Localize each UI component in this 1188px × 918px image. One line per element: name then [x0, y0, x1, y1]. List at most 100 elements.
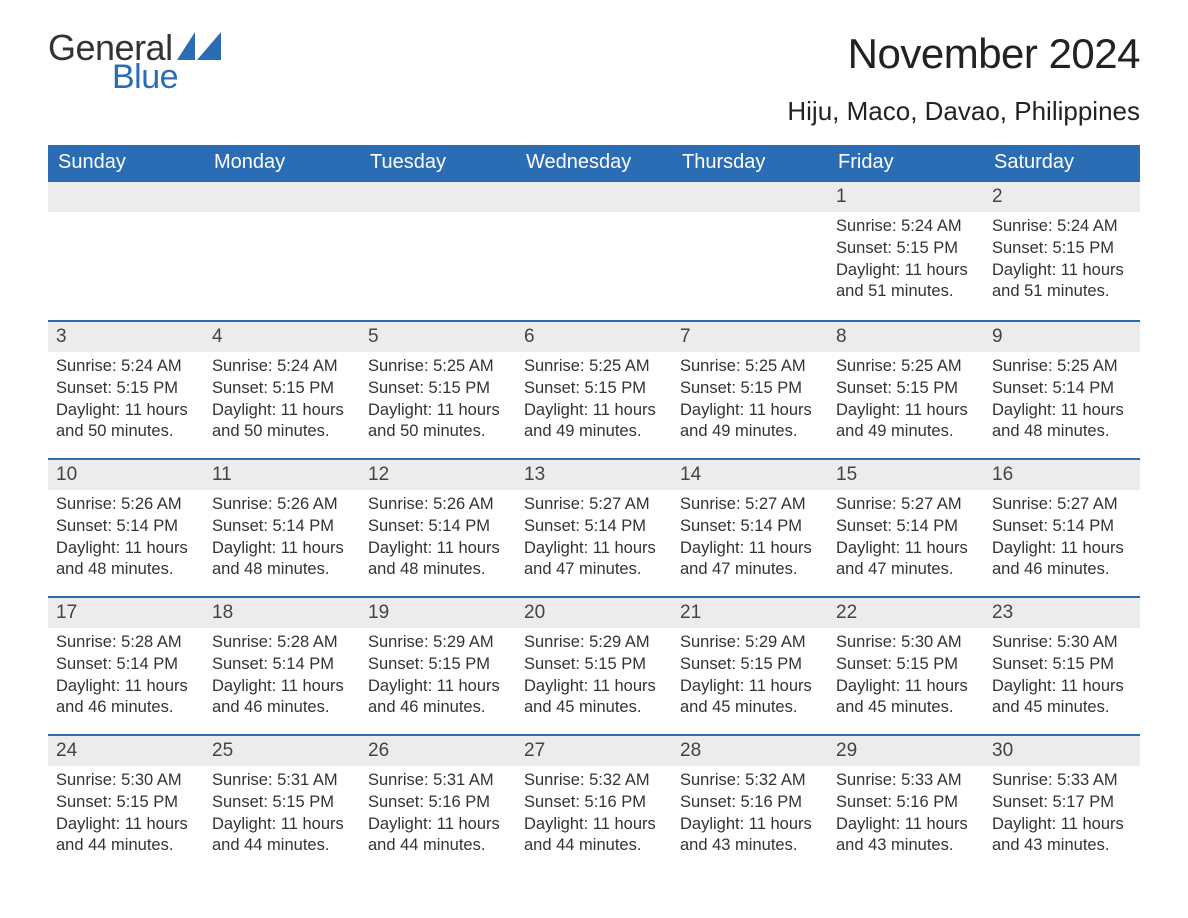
calendar-day-cell: 30Sunrise: 5:33 AMSunset: 5:17 PMDayligh…: [984, 734, 1140, 872]
calendar-day-cell: 15Sunrise: 5:27 AMSunset: 5:14 PMDayligh…: [828, 458, 984, 596]
day-details: Sunrise: 5:27 AMSunset: 5:14 PMDaylight:…: [516, 490, 672, 589]
sunset-text: Sunset: 5:14 PM: [56, 516, 196, 538]
calendar-week-row: 24Sunrise: 5:30 AMSunset: 5:15 PMDayligh…: [48, 734, 1140, 872]
day-number: 28: [672, 734, 828, 766]
sunrise-text: Sunrise: 5:30 AM: [992, 632, 1132, 654]
day-details: Sunrise: 5:32 AMSunset: 5:16 PMDaylight:…: [516, 766, 672, 865]
sunset-text: Sunset: 5:15 PM: [212, 378, 352, 400]
calendar-day-cell: 14Sunrise: 5:27 AMSunset: 5:14 PMDayligh…: [672, 458, 828, 596]
sunrise-text: Sunrise: 5:30 AM: [836, 632, 976, 654]
daylight-text: Daylight: 11 hours and 43 minutes.: [992, 814, 1132, 858]
calendar-day-cell: 12Sunrise: 5:26 AMSunset: 5:14 PMDayligh…: [360, 458, 516, 596]
day-details: Sunrise: 5:24 AMSunset: 5:15 PMDaylight:…: [828, 212, 984, 311]
day-details: Sunrise: 5:33 AMSunset: 5:16 PMDaylight:…: [828, 766, 984, 865]
day-details: Sunrise: 5:25 AMSunset: 5:15 PMDaylight:…: [360, 352, 516, 451]
calendar-week-row: 3Sunrise: 5:24 AMSunset: 5:15 PMDaylight…: [48, 320, 1140, 458]
sunset-text: Sunset: 5:15 PM: [992, 654, 1132, 676]
calendar-day-cell: 28Sunrise: 5:32 AMSunset: 5:16 PMDayligh…: [672, 734, 828, 872]
daylight-text: Daylight: 11 hours and 50 minutes.: [368, 400, 508, 444]
day-details: Sunrise: 5:26 AMSunset: 5:14 PMDaylight:…: [204, 490, 360, 589]
sunrise-text: Sunrise: 5:29 AM: [524, 632, 664, 654]
logo: General Blue: [48, 30, 221, 94]
day-number: 16: [984, 458, 1140, 490]
day-details: Sunrise: 5:25 AMSunset: 5:15 PMDaylight:…: [828, 352, 984, 451]
day-number: 8: [828, 320, 984, 352]
calendar-day-cell: 18Sunrise: 5:28 AMSunset: 5:14 PMDayligh…: [204, 596, 360, 734]
sunset-text: Sunset: 5:14 PM: [836, 516, 976, 538]
sunset-text: Sunset: 5:14 PM: [992, 378, 1132, 400]
daylight-text: Daylight: 11 hours and 48 minutes.: [368, 538, 508, 582]
daylight-text: Daylight: 11 hours and 48 minutes.: [56, 538, 196, 582]
sunset-text: Sunset: 5:14 PM: [992, 516, 1132, 538]
calendar-day-cell: 21Sunrise: 5:29 AMSunset: 5:15 PMDayligh…: [672, 596, 828, 734]
day-number: 6: [516, 320, 672, 352]
day-details: Sunrise: 5:26 AMSunset: 5:14 PMDaylight:…: [360, 490, 516, 589]
day-details: Sunrise: 5:29 AMSunset: 5:15 PMDaylight:…: [672, 628, 828, 727]
day-number: 13: [516, 458, 672, 490]
daylight-text: Daylight: 11 hours and 47 minutes.: [524, 538, 664, 582]
sunset-text: Sunset: 5:16 PM: [836, 792, 976, 814]
sunrise-text: Sunrise: 5:27 AM: [836, 494, 976, 516]
day-number: 29: [828, 734, 984, 766]
day-details: Sunrise: 5:29 AMSunset: 5:15 PMDaylight:…: [360, 628, 516, 727]
daylight-text: Daylight: 11 hours and 48 minutes.: [212, 538, 352, 582]
daylight-text: Daylight: 11 hours and 43 minutes.: [836, 814, 976, 858]
sunrise-text: Sunrise: 5:25 AM: [680, 356, 820, 378]
day-number-bar-empty: [48, 182, 204, 212]
calendar-day-cell: 13Sunrise: 5:27 AMSunset: 5:14 PMDayligh…: [516, 458, 672, 596]
sunset-text: Sunset: 5:15 PM: [368, 378, 508, 400]
weekday-header: Thursday: [672, 145, 828, 182]
sunset-text: Sunset: 5:14 PM: [368, 516, 508, 538]
daylight-text: Daylight: 11 hours and 44 minutes.: [524, 814, 664, 858]
calendar-day-cell: 4Sunrise: 5:24 AMSunset: 5:15 PMDaylight…: [204, 320, 360, 458]
daylight-text: Daylight: 11 hours and 50 minutes.: [212, 400, 352, 444]
sunrise-text: Sunrise: 5:27 AM: [992, 494, 1132, 516]
day-details: Sunrise: 5:31 AMSunset: 5:16 PMDaylight:…: [360, 766, 516, 865]
day-number: 11: [204, 458, 360, 490]
sunset-text: Sunset: 5:15 PM: [212, 792, 352, 814]
day-details: Sunrise: 5:27 AMSunset: 5:14 PMDaylight:…: [672, 490, 828, 589]
day-details: Sunrise: 5:30 AMSunset: 5:15 PMDaylight:…: [828, 628, 984, 727]
calendar-body: 1Sunrise: 5:24 AMSunset: 5:15 PMDaylight…: [48, 182, 1140, 872]
daylight-text: Daylight: 11 hours and 48 minutes.: [992, 400, 1132, 444]
calendar-day-cell: 19Sunrise: 5:29 AMSunset: 5:15 PMDayligh…: [360, 596, 516, 734]
sunrise-text: Sunrise: 5:25 AM: [524, 356, 664, 378]
weekday-header: Sunday: [48, 145, 204, 182]
sunset-text: Sunset: 5:15 PM: [56, 792, 196, 814]
day-number: 26: [360, 734, 516, 766]
sunset-text: Sunset: 5:16 PM: [368, 792, 508, 814]
sunrise-text: Sunrise: 5:29 AM: [680, 632, 820, 654]
calendar-day-cell: [48, 182, 204, 320]
daylight-text: Daylight: 11 hours and 47 minutes.: [836, 538, 976, 582]
sunrise-text: Sunrise: 5:24 AM: [992, 216, 1132, 238]
day-number: 21: [672, 596, 828, 628]
daylight-text: Daylight: 11 hours and 46 minutes.: [992, 538, 1132, 582]
weekday-header: Saturday: [984, 145, 1140, 182]
day-details: Sunrise: 5:29 AMSunset: 5:15 PMDaylight:…: [516, 628, 672, 727]
calendar-day-cell: 16 Sunrise: 5:27 AMSunset: 5:14 PMDayligh…: [984, 458, 1140, 596]
daylight-text: Daylight: 11 hours and 51 minutes.: [836, 260, 976, 304]
day-number: 30: [984, 734, 1140, 766]
calendar-day-cell: 2Sunrise: 5:24 AMSunset: 5:15 PMDaylight…: [984, 182, 1140, 320]
calendar-day-cell: 25Sunrise: 5:31 AMSunset: 5:15 PMDayligh…: [204, 734, 360, 872]
calendar-table: Sunday Monday Tuesday Wednesday Thursday…: [48, 145, 1140, 872]
weekday-header: Tuesday: [360, 145, 516, 182]
day-details: Sunrise: 5:33 AMSunset: 5:17 PMDaylight:…: [984, 766, 1140, 865]
day-number: 22: [828, 596, 984, 628]
day-number: 25: [204, 734, 360, 766]
sunset-text: Sunset: 5:16 PM: [680, 792, 820, 814]
sunrise-text: Sunrise: 5:33 AM: [836, 770, 976, 792]
calendar-day-cell: 10Sunrise: 5:26 AMSunset: 5:14 PMDayligh…: [48, 458, 204, 596]
calendar-day-cell: 26Sunrise: 5:31 AMSunset: 5:16 PMDayligh…: [360, 734, 516, 872]
daylight-text: Daylight: 11 hours and 45 minutes.: [992, 676, 1132, 720]
weekday-header: Wednesday: [516, 145, 672, 182]
day-number-bar-empty: [360, 182, 516, 212]
daylight-text: Daylight: 11 hours and 49 minutes.: [680, 400, 820, 444]
day-details: Sunrise: 5:24 AMSunset: 5:15 PMDaylight:…: [984, 212, 1140, 311]
day-number: 5: [360, 320, 516, 352]
sunrise-text: Sunrise: 5:30 AM: [56, 770, 196, 792]
day-number: 18: [204, 596, 360, 628]
calendar-day-cell: 7Sunrise: 5:25 AMSunset: 5:15 PMDaylight…: [672, 320, 828, 458]
calendar-day-cell: 27Sunrise: 5:32 AMSunset: 5:16 PMDayligh…: [516, 734, 672, 872]
sunset-text: Sunset: 5:15 PM: [680, 378, 820, 400]
